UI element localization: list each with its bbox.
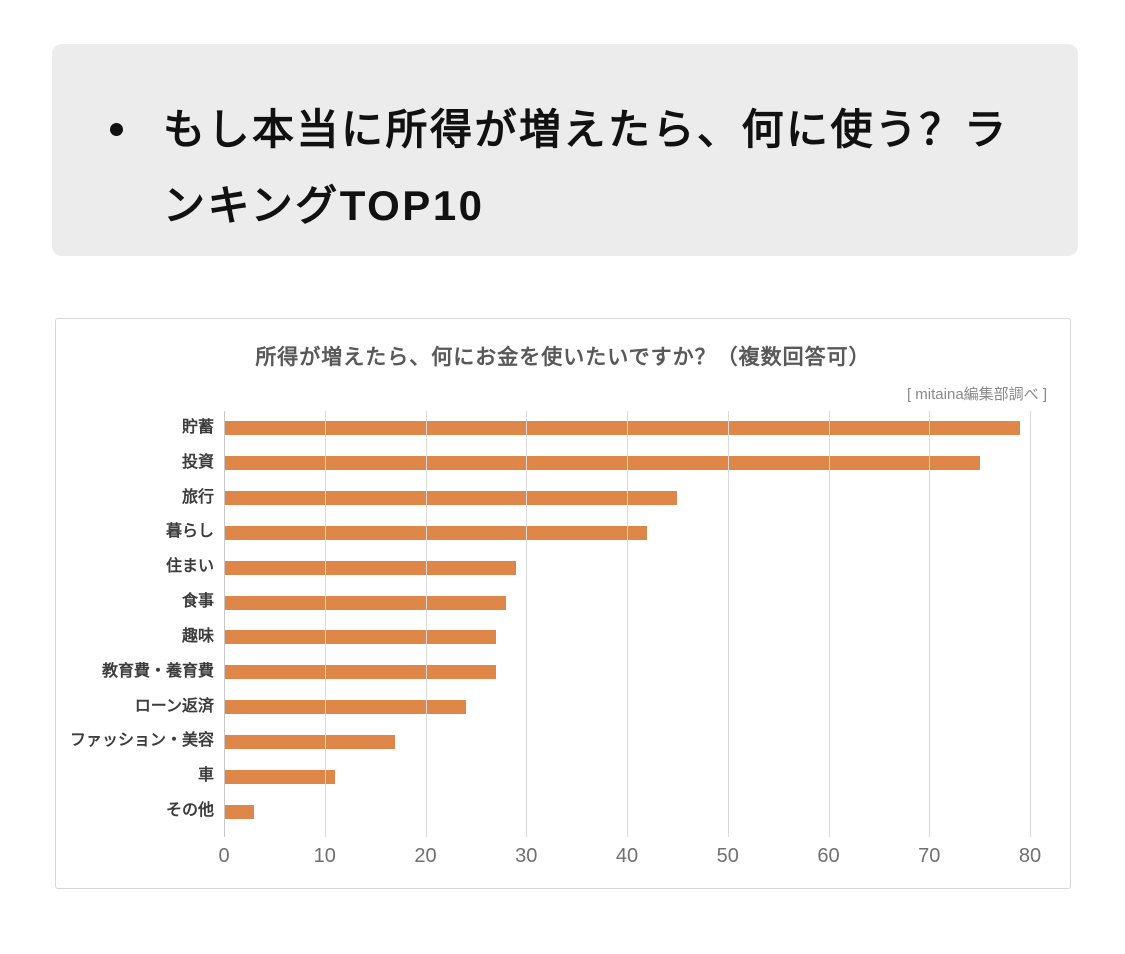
gridline (1030, 411, 1031, 837)
axis-line (224, 411, 225, 837)
category-label: 旅行 (181, 488, 214, 506)
x-tick-label: 20 (414, 845, 437, 867)
category-label: ファッション・美容 (69, 732, 214, 750)
category-labels: 貯蓄投資旅行暮らし住まい食事趣味教育費・養育費ローン返済ファッション・美容車その… (56, 411, 214, 829)
bar (224, 769, 335, 784)
gridline (727, 411, 729, 837)
x-tick-label: 40 (615, 845, 639, 867)
bar (224, 804, 255, 819)
category-label: その他 (165, 802, 214, 820)
x-tick-label: 80 (1018, 845, 1042, 867)
category-label: 暮らし (165, 523, 214, 541)
gridline (627, 411, 628, 837)
gridline (929, 411, 931, 837)
bar (224, 491, 678, 506)
chart-title: 所得が増えたら、何にお金を使いたいですか？（複数回答可） (255, 346, 871, 369)
category-label: ローン返済 (134, 697, 214, 715)
chart-card: 所得が増えたら、何にお金を使いたいですか？（複数回答可） [ mitaina編集… (55, 318, 1071, 889)
chart-source-note: [ mitaina編集部調べ ] (906, 386, 1047, 403)
bullet-icon (110, 123, 123, 136)
bar (224, 525, 648, 540)
gridline (526, 411, 528, 837)
x-tick-label: 70 (918, 845, 941, 867)
x-tick-label: 60 (817, 845, 840, 867)
category-label: 食事 (181, 593, 214, 611)
gridline (828, 411, 830, 837)
bar (224, 456, 980, 471)
x-tick-label: 50 (716, 845, 739, 867)
header-card: もし本当に所得が増えたら、何に使う？ランキングTOP10 (52, 44, 1078, 256)
bar (224, 700, 466, 715)
x-axis-labels: 0 10 20 30 40 50 60 70 80 (56, 319, 1070, 888)
category-label: 投資 (181, 453, 214, 471)
bar (224, 560, 517, 575)
category-label: 趣味 (181, 627, 214, 645)
category-label: 車 (197, 767, 214, 785)
bar (224, 421, 1020, 436)
x-tick-label: 30 (515, 845, 538, 867)
bar (224, 595, 507, 610)
x-tick-label: 10 (313, 845, 336, 867)
plot-area (224, 411, 1031, 837)
x-tick-label: 0 (218, 845, 230, 867)
category-label: 住まい (165, 558, 214, 576)
bar (224, 630, 497, 645)
gridline (324, 411, 326, 837)
gridline (425, 411, 427, 837)
category-label: 教育費・養育費 (101, 662, 214, 680)
category-label: 貯蓄 (181, 419, 214, 436)
bar (224, 665, 497, 680)
article-heading: もし本当に所得が増えたら、何に使う？ランキングTOP10 (163, 106, 1009, 229)
bar (224, 734, 396, 749)
